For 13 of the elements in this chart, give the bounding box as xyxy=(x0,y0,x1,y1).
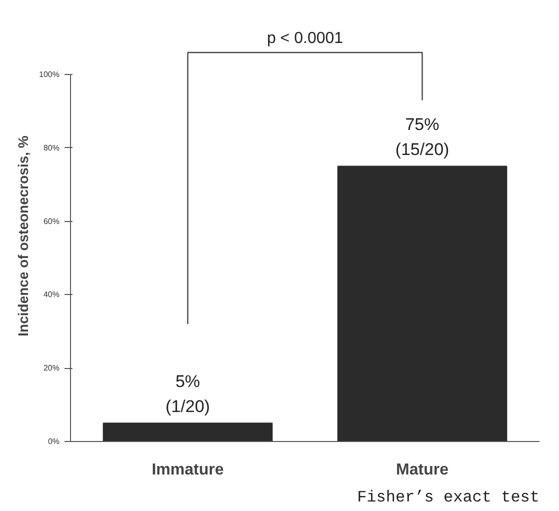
text: Fisher’s exact test xyxy=(357,488,540,506)
y-tick-label: 20% xyxy=(43,364,60,373)
x-tick-label: Immature xyxy=(152,462,224,478)
y-axis-title: Incidence of osteonecrosis, % xyxy=(15,135,32,336)
y-tick-label: 80% xyxy=(43,143,60,152)
y-tick-label: 40% xyxy=(43,290,60,300)
y-tick-label: 0% xyxy=(48,437,60,446)
text: p < 0.0001 xyxy=(266,30,344,48)
data-label: 5% (1/20) xyxy=(166,372,210,416)
data-label: 75% (15/20) xyxy=(395,115,450,159)
y-tick-label: 60% xyxy=(43,216,60,226)
x-tick-label: Mature xyxy=(396,462,449,478)
y-tick-label: 100% xyxy=(39,70,60,80)
